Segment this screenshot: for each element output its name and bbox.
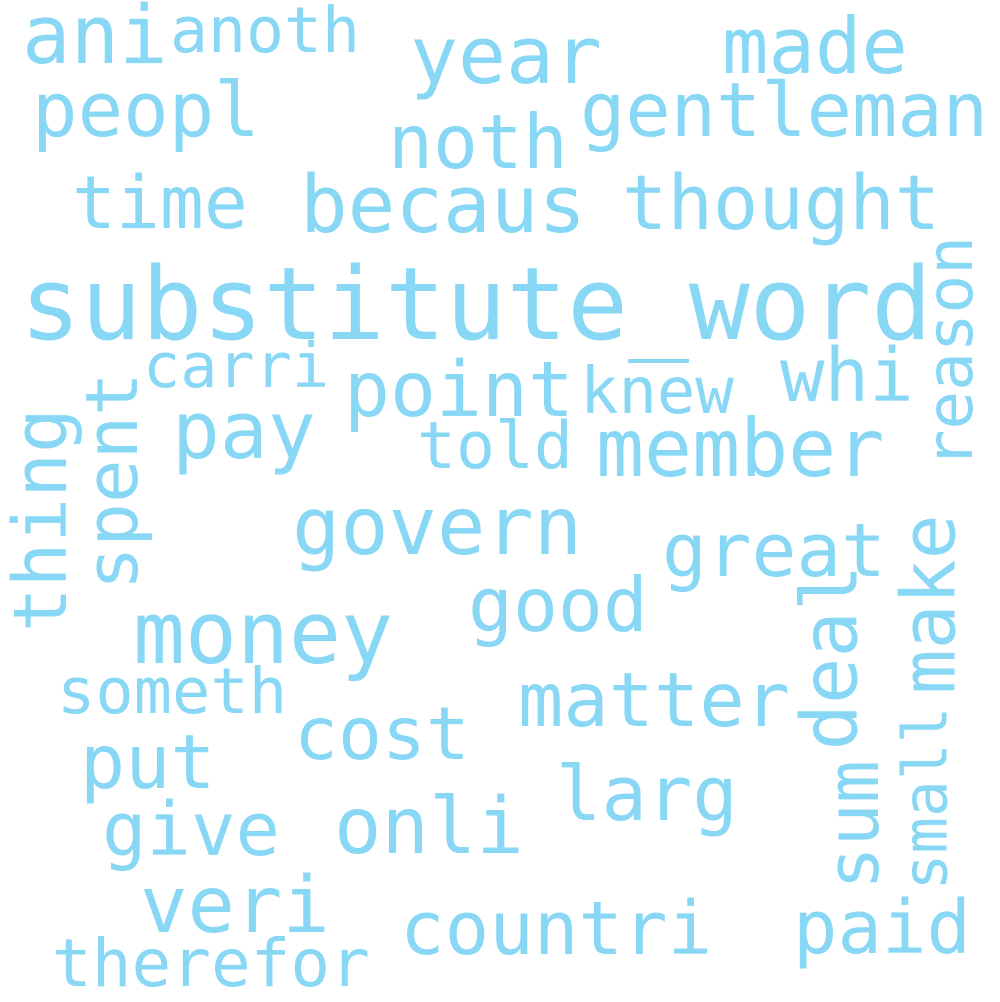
word-make: make (885, 513, 973, 694)
word-small: small (890, 706, 962, 891)
word-onli: onli (334, 779, 524, 872)
word-year: year (410, 9, 602, 102)
word-someth: someth (57, 655, 288, 729)
word-told: told (417, 408, 573, 484)
word-countri: countri (400, 886, 713, 972)
word-paid: paid (793, 885, 971, 971)
word-knew: knew (580, 355, 734, 429)
word-anoth: anoth (170, 0, 360, 67)
word-thing: thing (0, 408, 84, 633)
word-substitute-word: substitute_word (20, 244, 933, 363)
word-gentleman: gentleman (580, 65, 988, 154)
word-money: money (133, 584, 394, 684)
word-larg: larg (556, 750, 738, 838)
word-give: give (102, 787, 280, 873)
word-point: point (344, 346, 574, 435)
word-matter: matter (518, 655, 790, 744)
word-time: time (72, 160, 248, 246)
word-noth: noth (388, 98, 568, 186)
word-cost: cost (294, 691, 470, 777)
word-ani: ani (22, 0, 168, 83)
word-carri: carri (143, 330, 330, 402)
word-therefor: therefor (52, 925, 370, 1002)
word-thought: thought (622, 159, 941, 247)
word-veri: veri (140, 858, 330, 951)
word-spent: spent (70, 372, 155, 591)
word-reason: reason (912, 236, 988, 469)
word-govern: govern (292, 479, 583, 573)
word-good: good (468, 561, 648, 649)
word-made: made (722, 1, 908, 92)
word-put: put (80, 717, 216, 806)
word-sum: sum (810, 760, 895, 890)
word-member: member (596, 402, 885, 495)
word-great: great (662, 507, 886, 594)
word-deal: deal (785, 564, 876, 751)
word-becaus: becaus (300, 157, 587, 251)
word-whi: whi (780, 333, 914, 419)
word-pay: pay (172, 384, 316, 477)
word-peopl: peopl (32, 66, 260, 154)
